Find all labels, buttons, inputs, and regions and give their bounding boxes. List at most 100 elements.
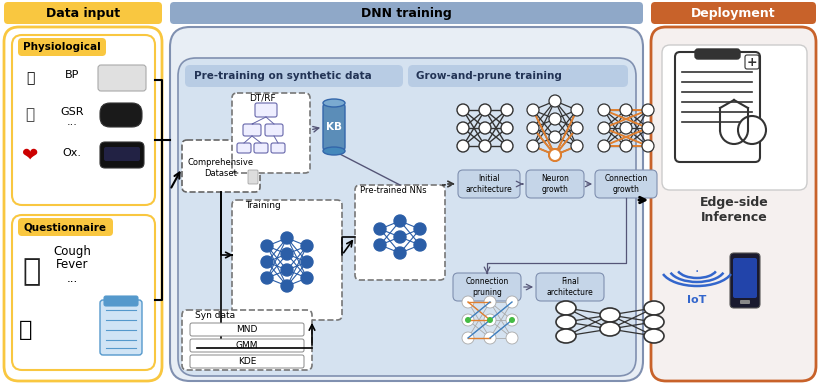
Circle shape [478,122,491,134]
Circle shape [461,314,473,326]
Text: Ox.: Ox. [62,148,81,158]
Circle shape [456,122,468,134]
FancyBboxPatch shape [536,273,604,301]
Circle shape [456,104,468,116]
Ellipse shape [555,329,575,343]
FancyBboxPatch shape [355,185,445,280]
Circle shape [527,140,538,152]
Circle shape [301,272,313,284]
Circle shape [414,239,426,251]
Circle shape [456,140,468,152]
FancyBboxPatch shape [104,296,138,306]
Text: Deployment: Deployment [690,7,775,20]
Text: ...: ... [66,271,78,285]
Text: BP: BP [65,70,79,80]
Circle shape [527,104,538,116]
Circle shape [619,122,631,134]
Ellipse shape [555,315,575,329]
Circle shape [549,131,560,143]
Circle shape [597,122,609,134]
Text: ...: ... [66,117,77,127]
FancyBboxPatch shape [232,93,310,173]
FancyBboxPatch shape [100,300,142,355]
Circle shape [549,149,560,161]
FancyBboxPatch shape [408,65,627,87]
FancyBboxPatch shape [104,147,140,161]
FancyBboxPatch shape [323,103,345,151]
Ellipse shape [600,308,619,322]
FancyBboxPatch shape [525,170,583,198]
FancyBboxPatch shape [744,55,758,69]
Circle shape [509,317,514,323]
FancyBboxPatch shape [242,124,260,136]
Ellipse shape [643,301,663,315]
Text: 👤: 👤 [23,258,41,286]
Circle shape [597,104,609,116]
Text: ❤: ❤ [22,146,38,164]
FancyBboxPatch shape [254,143,268,153]
Ellipse shape [643,315,663,329]
Circle shape [500,104,513,116]
Circle shape [373,223,386,235]
FancyBboxPatch shape [182,140,260,192]
Text: DT/RF: DT/RF [249,94,275,102]
Circle shape [641,140,654,152]
Text: IoT: IoT [686,295,706,305]
Text: MND: MND [236,325,257,334]
Text: Edge-side
Inference: Edge-side Inference [699,196,767,224]
Circle shape [570,140,582,152]
FancyBboxPatch shape [4,27,162,381]
FancyBboxPatch shape [185,65,402,87]
Circle shape [260,272,273,284]
FancyBboxPatch shape [739,300,749,304]
Text: Grow-and-prune training: Grow-and-prune training [415,71,561,81]
FancyBboxPatch shape [182,310,311,370]
Text: Pre-training on synthetic data: Pre-training on synthetic data [194,71,371,81]
FancyBboxPatch shape [732,258,756,298]
Circle shape [549,95,560,107]
FancyBboxPatch shape [190,355,304,368]
FancyBboxPatch shape [12,35,155,205]
FancyBboxPatch shape [255,103,277,117]
Circle shape [281,232,292,244]
FancyBboxPatch shape [190,323,304,336]
FancyBboxPatch shape [265,124,283,136]
FancyBboxPatch shape [458,170,519,198]
Circle shape [570,104,582,116]
FancyBboxPatch shape [729,253,759,308]
Ellipse shape [555,301,575,315]
FancyBboxPatch shape [695,49,739,59]
FancyBboxPatch shape [98,65,146,91]
Circle shape [570,122,582,134]
FancyBboxPatch shape [661,45,806,190]
FancyBboxPatch shape [170,2,642,24]
Circle shape [393,247,405,259]
FancyBboxPatch shape [100,103,142,127]
Circle shape [619,140,631,152]
Text: Physiological: Physiological [23,42,101,52]
Circle shape [737,116,765,144]
Circle shape [478,140,491,152]
Text: Syn data: Syn data [195,310,235,320]
Text: Data input: Data input [46,7,120,20]
FancyBboxPatch shape [170,27,642,381]
Circle shape [281,264,292,276]
Text: DNN training: DNN training [360,7,450,20]
Ellipse shape [600,322,619,336]
FancyBboxPatch shape [18,218,113,236]
Circle shape [461,296,473,308]
Circle shape [505,332,518,344]
Circle shape [500,122,513,134]
Circle shape [301,240,313,252]
Text: 🌡: 🌡 [20,320,33,340]
Text: Neuron
growth: Neuron growth [541,174,568,194]
Text: 〜: 〜 [25,107,34,122]
Circle shape [464,317,470,323]
FancyBboxPatch shape [674,52,759,162]
Text: Comprehensive
Dataset: Comprehensive Dataset [188,158,254,178]
Circle shape [549,149,560,161]
Circle shape [461,332,473,344]
Text: +: + [746,55,757,69]
Text: Initial
architecture: Initial architecture [465,174,512,194]
FancyBboxPatch shape [650,27,815,381]
